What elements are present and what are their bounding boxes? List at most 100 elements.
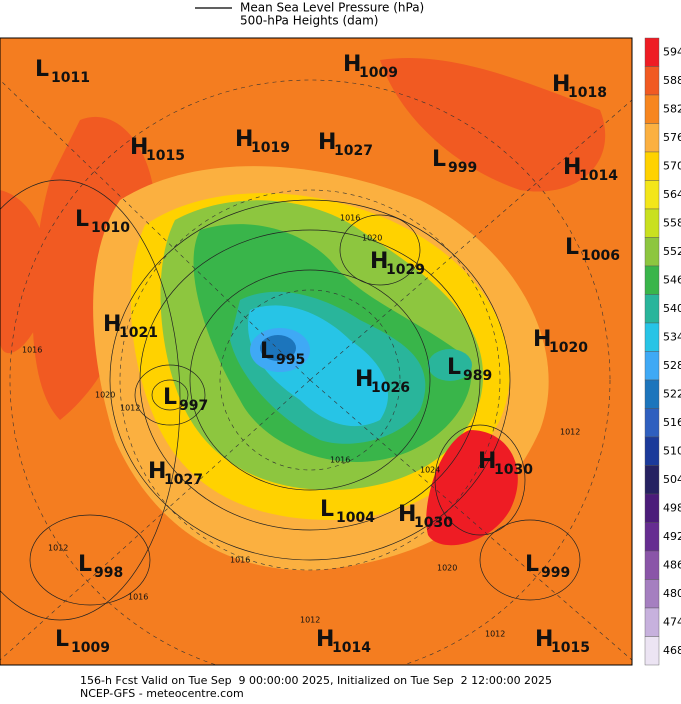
- isobar-label: 1012: [48, 544, 68, 553]
- colorbar-label: 564: [663, 188, 681, 201]
- pressure-center-value: 1011: [51, 70, 90, 86]
- isobar-label: 1020: [437, 564, 457, 573]
- colorbar-label: 570: [663, 159, 681, 172]
- pressure-center-value: 1021: [119, 325, 158, 341]
- height-fill: [0, 190, 48, 354]
- pressure-center-value: 1026: [371, 380, 410, 396]
- latitude-circles: [0, 79, 632, 665]
- pressure-center-value: 1029: [386, 262, 425, 278]
- colorbar-swatch: [644, 37, 660, 67]
- isobar-label: 1016: [230, 556, 250, 565]
- pressure-center-value: 1014: [332, 640, 371, 656]
- pressure-center-letter: H: [563, 155, 581, 180]
- pressure-center-letter: L: [432, 147, 446, 172]
- height-fill: [428, 349, 472, 381]
- height-fill: [380, 58, 606, 192]
- colorbar-swatch: [644, 180, 660, 210]
- isobar-label: 1012: [560, 428, 580, 437]
- pressure-center-value: 999: [541, 565, 570, 581]
- isobar-label: 1016: [128, 593, 148, 602]
- pressure-center-value: 1009: [359, 65, 398, 81]
- pressure-center-letter: L: [163, 385, 177, 410]
- colorbar-swatch: [644, 436, 660, 466]
- colorbar-label: 486: [663, 558, 681, 571]
- colorbar-label: 576: [663, 131, 681, 144]
- pressure-center-value: 1027: [334, 143, 373, 159]
- isobar-label: 1012: [485, 630, 505, 639]
- pressure-center-letter: H: [535, 627, 553, 652]
- pressure-center-value: 1018: [568, 85, 607, 101]
- pressure-center-value: 1020: [549, 340, 588, 356]
- colorbar-swatch: [644, 522, 660, 552]
- pressure-center-value: 1027: [164, 472, 203, 488]
- pressure-center-value: 998: [94, 565, 123, 581]
- pressure-center-letter: L: [55, 627, 69, 652]
- pressure-center-letter: L: [447, 355, 461, 380]
- height-fill: [426, 430, 518, 546]
- map-frame: [0, 37, 633, 666]
- height-fill: [32, 116, 156, 421]
- colorbar-swatch: [644, 94, 660, 124]
- pressure-center-value: 1004: [336, 510, 375, 526]
- pressure-center-letter: L: [525, 552, 539, 577]
- colorbar-label: 498: [663, 501, 681, 514]
- isobar-label: 1024: [420, 466, 440, 475]
- colorbar-label: 480: [663, 587, 681, 600]
- colorbar-label: 582: [663, 102, 681, 115]
- map: [0, 37, 633, 666]
- pressure-center-letter: H: [343, 52, 361, 77]
- colorbar-label: 510: [663, 444, 681, 457]
- pressure-center-letter: L: [320, 497, 334, 522]
- pressure-center-value: 1006: [581, 248, 620, 264]
- colorbar: 594 588 582 576 570 564 558 552 546 540 534 528 522 5…: [644, 37, 681, 666]
- colorbar-swatch: [644, 151, 660, 181]
- colorbar-swatch: [644, 408, 660, 438]
- colorbar-swatch: [644, 550, 660, 580]
- legend-line-label: Mean Sea Level Pressure (hPa): [240, 1, 424, 15]
- colorbar-label: 588: [663, 74, 681, 87]
- pressure-center-letter: H: [478, 449, 496, 474]
- colorbar-label: 522: [663, 387, 681, 400]
- pressure-center-value: 1019: [251, 140, 290, 156]
- pressure-center-letter: H: [103, 312, 121, 337]
- colorbar-label: 540: [663, 302, 681, 315]
- colorbar-swatch: [644, 237, 660, 267]
- footer-source: NCEP-GFS - meteocentre.com: [80, 687, 244, 700]
- colorbar-swatch: [644, 636, 660, 666]
- colorbar-swatch: [644, 493, 660, 523]
- colorbar-swatch: [644, 322, 660, 352]
- colorbar-label: 546: [663, 273, 681, 286]
- pressure-center-value: 1015: [551, 640, 590, 656]
- isobar-label: 1016: [22, 346, 42, 355]
- isobar-label: 1012: [120, 404, 140, 413]
- pressure-center-letter: H: [370, 249, 388, 274]
- isobar-label: 1016: [340, 214, 360, 223]
- height-fill: [260, 335, 296, 361]
- pressure-center-value: 995: [276, 352, 305, 368]
- pressure-center-value: 999: [448, 160, 477, 176]
- colorbar-label: 594: [663, 45, 681, 58]
- colorbar-swatch: [644, 607, 660, 637]
- pressure-center-letter: H: [533, 327, 551, 352]
- legend-fill-label: 500-hPa Heights (dam): [240, 14, 378, 28]
- pressure-center-letter: H: [235, 127, 253, 152]
- pressure-center-value: 989: [463, 368, 492, 384]
- colorbar-label: 474: [663, 615, 681, 628]
- pressure-center-value: 1009: [71, 640, 110, 656]
- pressure-center-letter: H: [148, 459, 166, 484]
- pressure-center-value: 1010: [91, 220, 130, 236]
- pressure-center-letter: H: [552, 72, 570, 97]
- colorbar-swatch: [644, 351, 660, 381]
- isobar-label: 1020: [95, 391, 115, 400]
- colorbar-label: 552: [663, 245, 681, 258]
- colorbar-swatch: [644, 123, 660, 153]
- colorbar-swatch: [644, 265, 660, 295]
- isobar-label: 1016: [330, 456, 350, 465]
- colorbar-label: 534: [663, 330, 681, 343]
- pressure-center-value: 1030: [414, 515, 453, 531]
- colorbar-swatch: [644, 294, 660, 324]
- pressure-center-letter: L: [75, 207, 89, 232]
- pressure-center-letter: H: [316, 627, 334, 652]
